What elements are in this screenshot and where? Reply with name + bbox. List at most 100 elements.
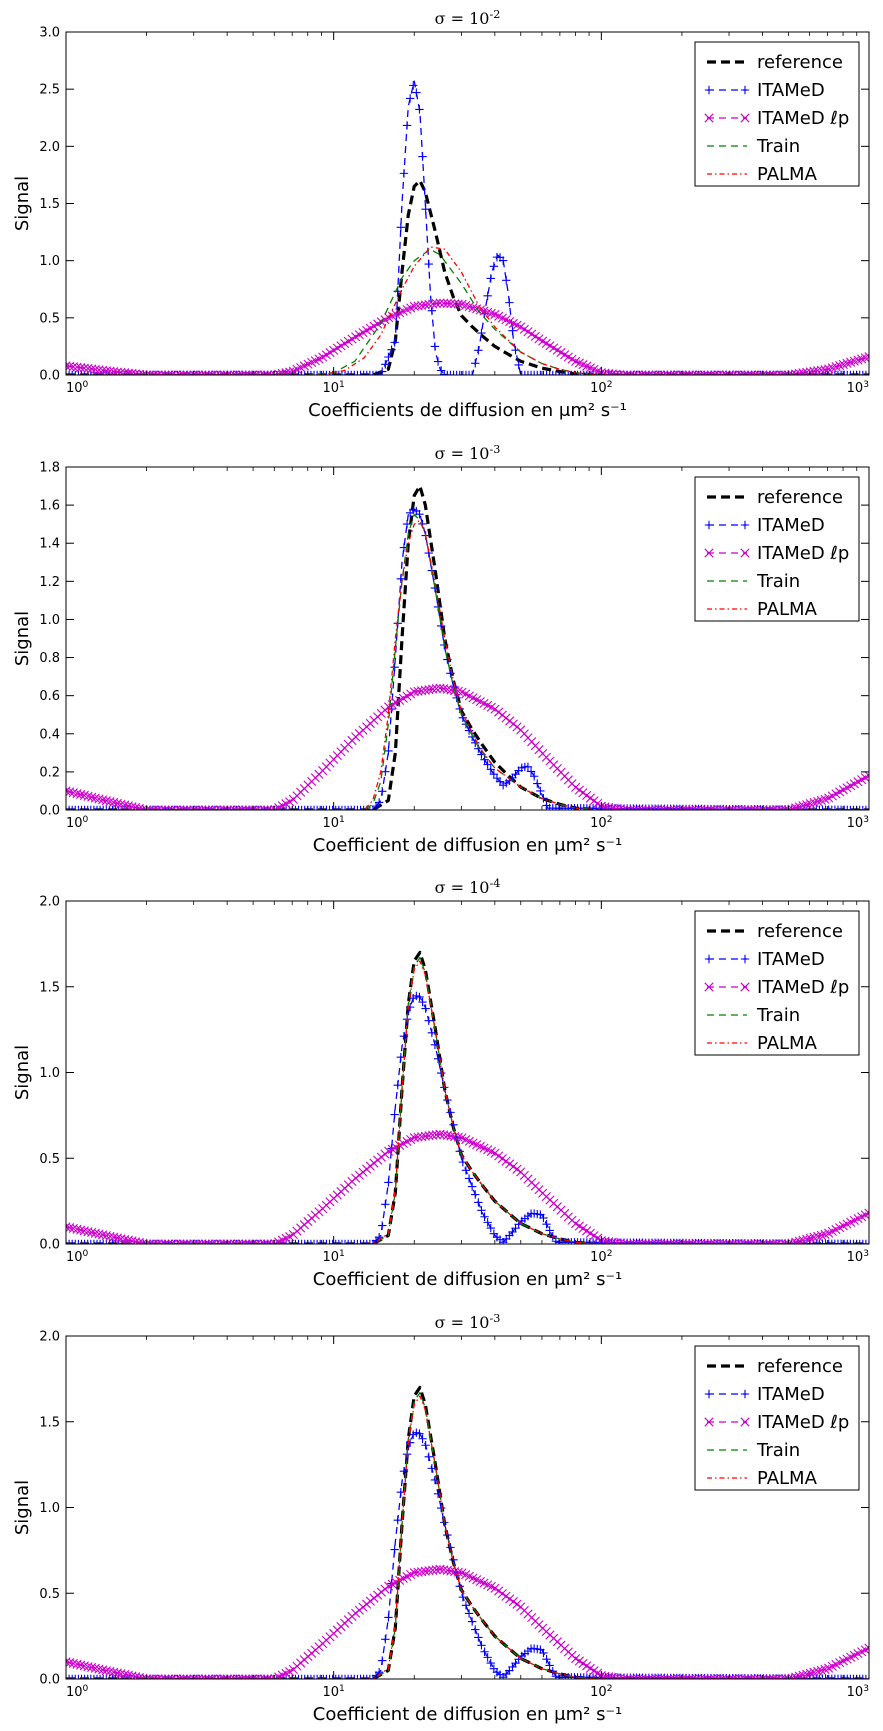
y-axis-title: Signal xyxy=(12,1480,33,1535)
data-point xyxy=(637,370,647,375)
data-point xyxy=(319,370,328,375)
data-point xyxy=(776,1674,786,1679)
data-point xyxy=(68,1658,78,1669)
data-point xyxy=(337,1239,347,1244)
data-point xyxy=(787,1673,797,1679)
data-point xyxy=(167,370,177,375)
data-point xyxy=(710,805,720,810)
series-line-palma xyxy=(66,1395,869,1679)
data-point xyxy=(72,1659,82,1669)
data-point xyxy=(68,788,78,798)
data-point xyxy=(123,368,133,375)
data-point xyxy=(94,1664,104,1674)
data-point xyxy=(108,1674,117,1679)
data-point xyxy=(371,370,381,375)
data-point xyxy=(858,370,867,375)
y-tick-label: 2.0 xyxy=(39,1330,60,1345)
data-point xyxy=(533,779,542,788)
series-markers-itamed-p xyxy=(66,1129,869,1244)
data-point xyxy=(230,1239,240,1244)
x-axis-title: Coefficient de diffusion en μm² s⁻¹ xyxy=(313,835,622,856)
data-point xyxy=(94,794,104,804)
data-point xyxy=(123,1235,133,1244)
legend-item: ITAMeD xyxy=(704,1384,825,1405)
data-point xyxy=(783,1239,793,1244)
data-point xyxy=(167,1239,177,1244)
data-point xyxy=(648,805,658,810)
data-point xyxy=(182,1239,192,1244)
data-point xyxy=(356,370,365,375)
data-point xyxy=(776,1239,786,1244)
data-point xyxy=(99,1674,108,1679)
legend-marker xyxy=(740,954,750,964)
data-point xyxy=(200,370,210,375)
data-point xyxy=(182,370,192,375)
data-point xyxy=(116,799,126,809)
data-point xyxy=(151,805,161,810)
chart-panel-1: σ = 10-2 100 101 102 103 0.0 0.5 1.0 1.5 2.0 2.5 3.… xyxy=(12,8,870,421)
data-point xyxy=(618,1674,628,1679)
legend-item: reference xyxy=(707,921,843,942)
data-point xyxy=(452,370,461,375)
data-point xyxy=(433,1054,443,1063)
data-point xyxy=(798,801,808,810)
legend-label: reference xyxy=(757,921,843,942)
data-point xyxy=(294,805,303,810)
data-point xyxy=(573,370,582,375)
data-point xyxy=(99,1239,108,1244)
data-point xyxy=(98,1665,108,1675)
data-point xyxy=(443,370,452,375)
data-point xyxy=(464,1609,474,1618)
data-point xyxy=(156,1674,166,1679)
data-point xyxy=(131,802,141,810)
data-point xyxy=(331,805,340,810)
x-tick-label: 103 xyxy=(847,380,870,396)
x-tick-label: 102 xyxy=(590,380,612,396)
data-point xyxy=(116,367,126,375)
data-point xyxy=(449,370,458,375)
data-point xyxy=(68,1239,77,1244)
data-point xyxy=(461,300,471,311)
data-point xyxy=(244,370,254,375)
data-point xyxy=(747,1239,757,1244)
data-point xyxy=(255,1674,265,1679)
data-point xyxy=(68,370,77,375)
data-point xyxy=(461,1601,471,1610)
data-point xyxy=(560,370,570,375)
data-point xyxy=(739,1239,749,1244)
data-point xyxy=(706,370,716,375)
legend-label: Train xyxy=(756,136,800,157)
data-point xyxy=(604,1237,614,1244)
series-line-itamed-p xyxy=(66,1568,869,1679)
data-point xyxy=(629,805,639,810)
data-point xyxy=(309,805,319,810)
data-point xyxy=(431,1565,441,1575)
data-point xyxy=(291,1674,300,1679)
data-point xyxy=(151,370,161,375)
data-point xyxy=(316,370,325,375)
data-point xyxy=(396,1052,406,1062)
x-tick-label: 103 xyxy=(847,815,870,831)
data-point xyxy=(805,1233,815,1243)
y-axis-title: Signal xyxy=(12,611,33,666)
chart-title: σ = 10-4 xyxy=(435,877,501,898)
data-point xyxy=(622,805,632,810)
data-point xyxy=(178,805,188,810)
data-point xyxy=(604,368,614,375)
series-markers-itamed-p xyxy=(66,298,869,375)
data-point xyxy=(399,1466,409,1476)
data-point xyxy=(117,1674,127,1679)
x-tick-label: 102 xyxy=(590,815,612,831)
data-point xyxy=(673,1239,683,1244)
data-point xyxy=(347,1239,356,1244)
data-point xyxy=(230,370,240,375)
legend-item: PALMA xyxy=(707,599,818,620)
data-point xyxy=(384,1613,393,1622)
data-point xyxy=(750,805,760,810)
y-tick-label: 0.4 xyxy=(39,727,60,742)
data-point xyxy=(356,805,365,810)
data-point xyxy=(237,370,247,375)
legend-marker xyxy=(740,1389,750,1399)
data-point xyxy=(255,370,265,375)
legend-label: ITAMeD xyxy=(757,949,825,970)
